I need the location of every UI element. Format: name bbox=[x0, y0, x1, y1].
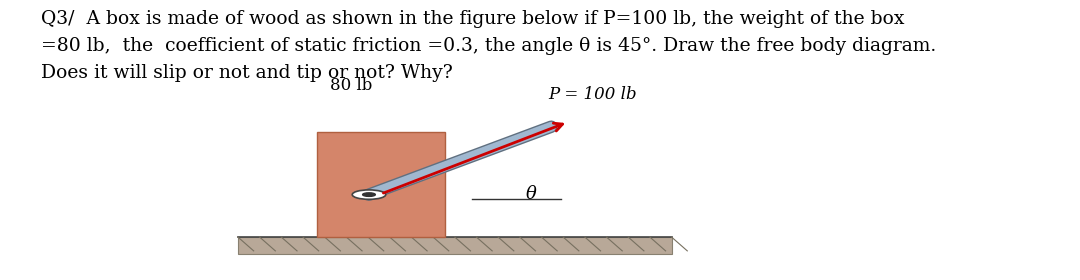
Text: Q3/  A box is made of wood as shown in the figure below if P=100 lb, the weight : Q3/ A box is made of wood as shown in th… bbox=[41, 10, 936, 82]
Text: P = 100 lb: P = 100 lb bbox=[549, 86, 637, 102]
Text: 80 lb: 80 lb bbox=[329, 77, 372, 94]
Bar bbox=[238, 237, 672, 254]
Circle shape bbox=[352, 190, 386, 199]
Text: θ: θ bbox=[526, 185, 537, 203]
Bar bbox=[316, 132, 445, 237]
Circle shape bbox=[363, 193, 376, 196]
